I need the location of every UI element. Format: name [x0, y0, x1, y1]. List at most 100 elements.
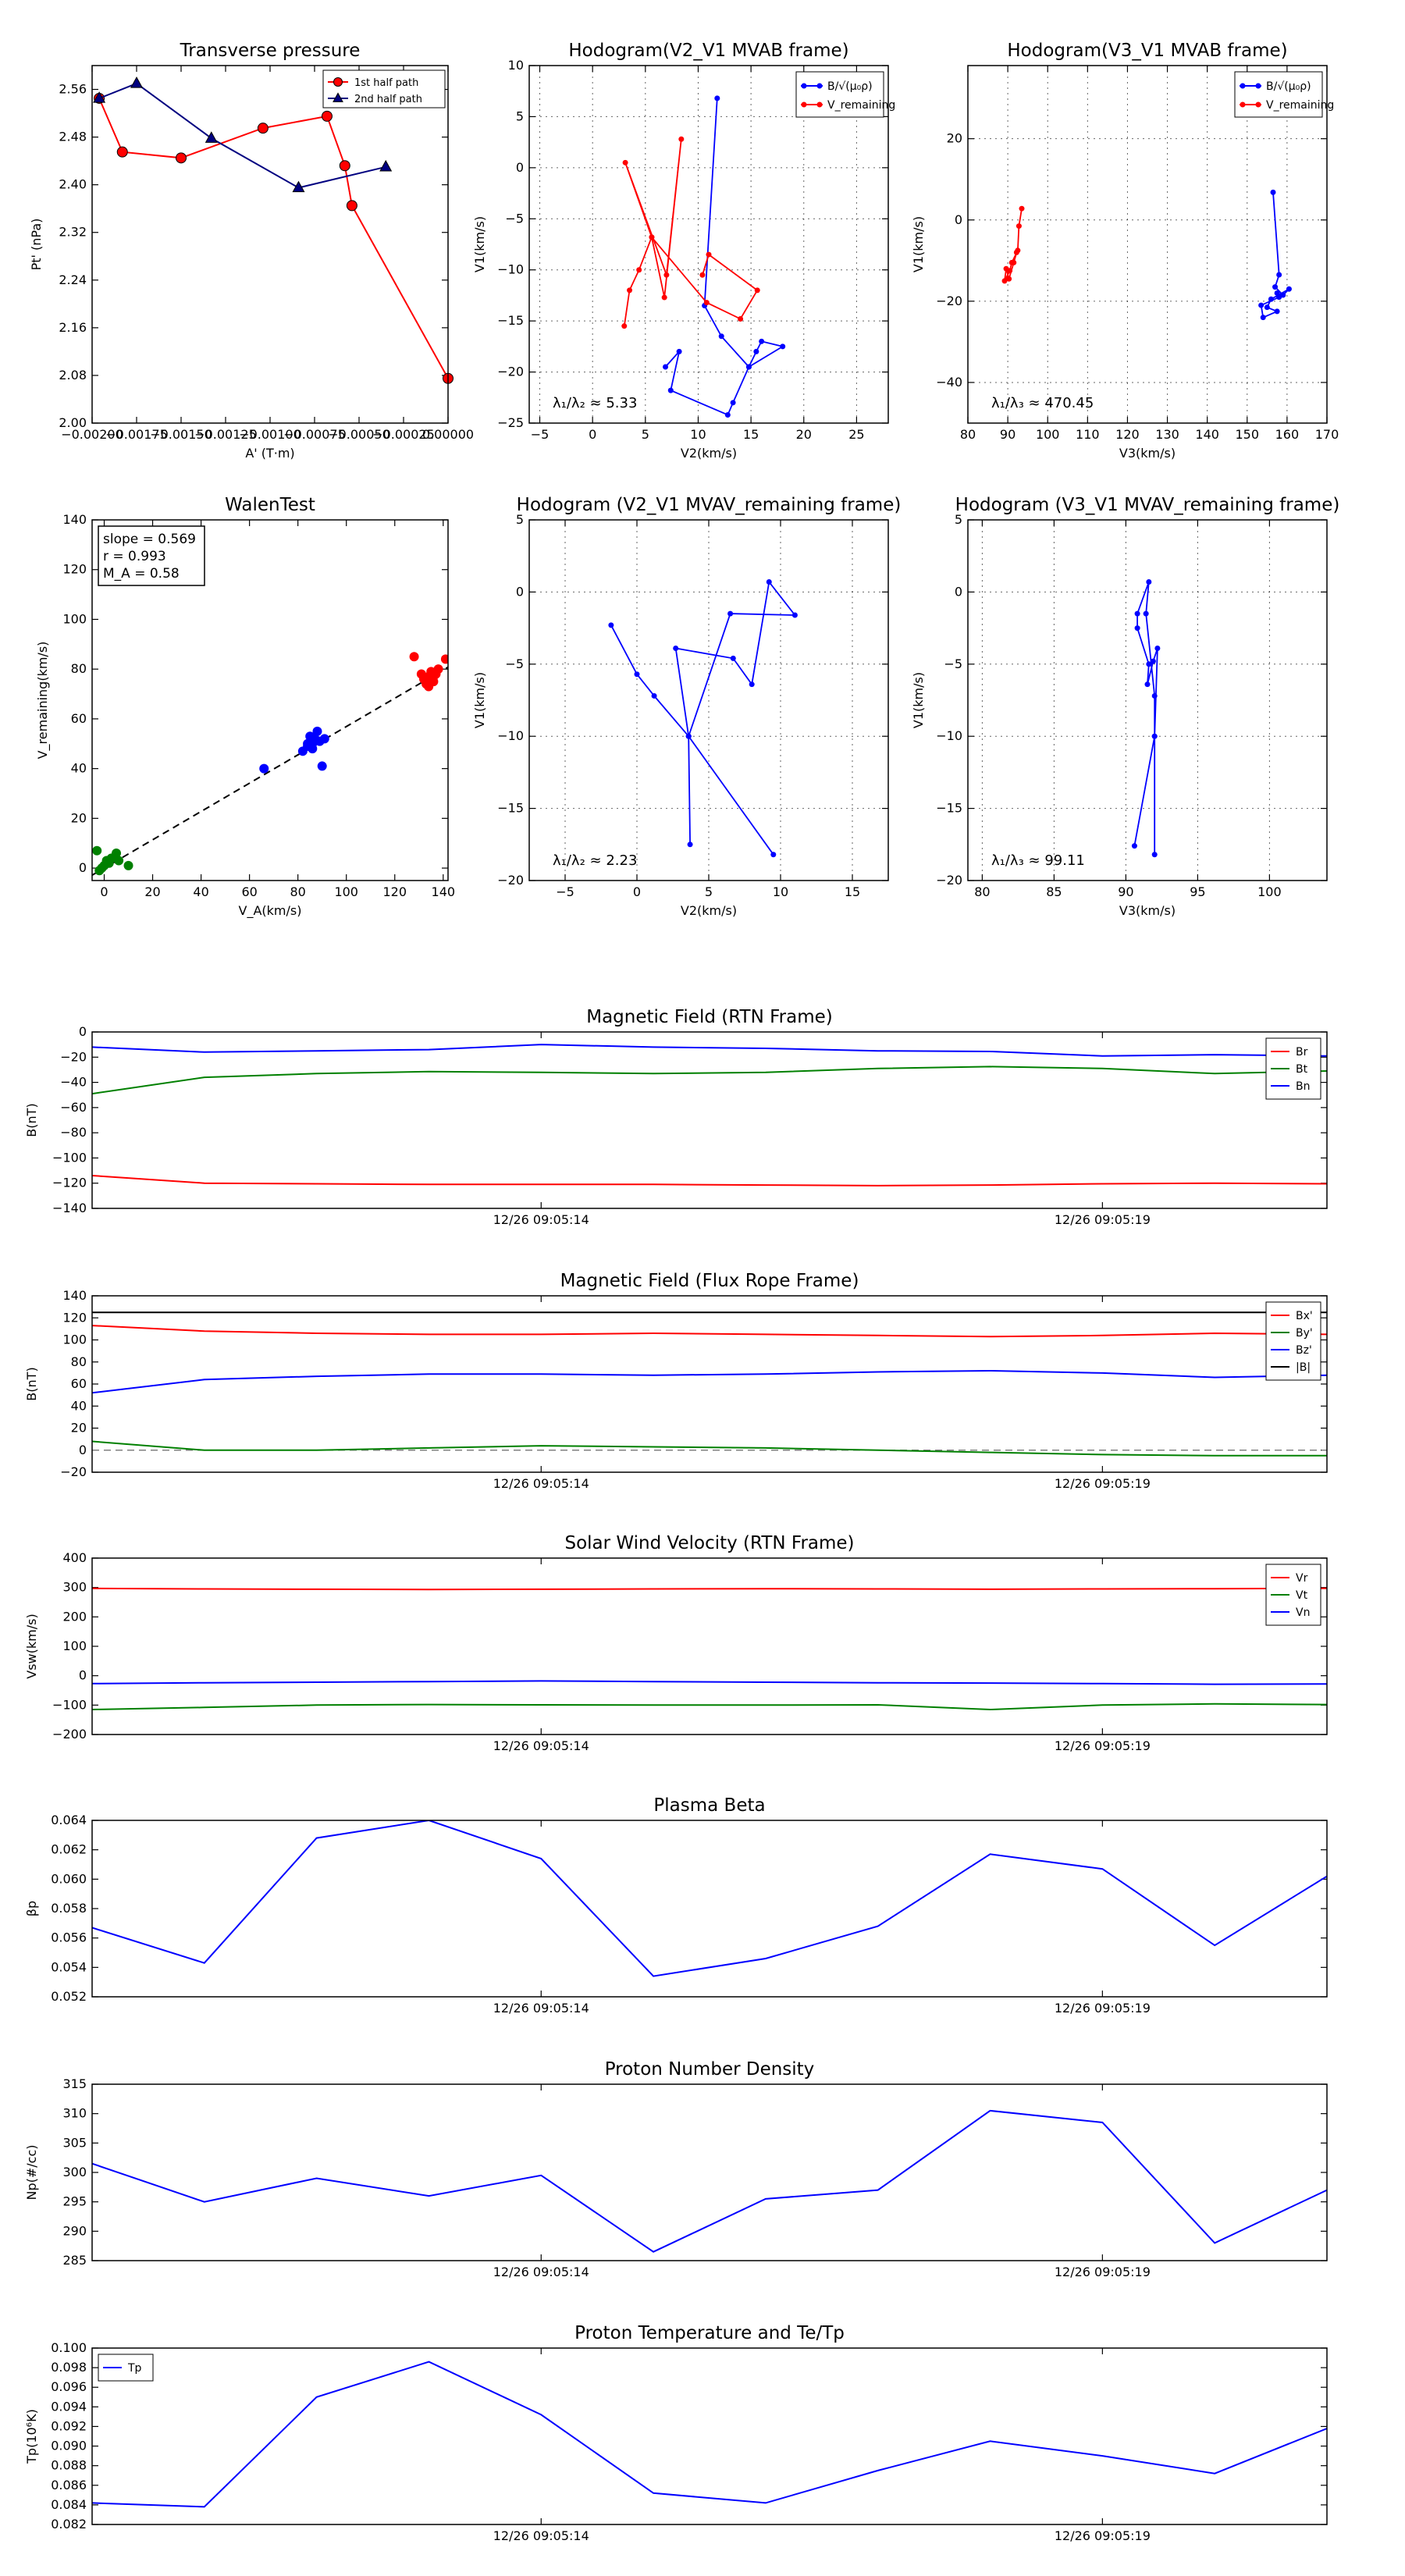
- y-tick-label: 2.24: [59, 272, 87, 287]
- x-tick-label: 12/26 09:05:14: [493, 2265, 589, 2279]
- chart-b_fr: Magnetic Field (Flux Rope Frame) 12/26 09…: [24, 1271, 1328, 1491]
- data-point: [661, 294, 667, 301]
- chart-title: Hodogram (V3_V1 MVAV_remaining frame): [955, 495, 1340, 515]
- y-tick-label: −20: [60, 1049, 87, 1064]
- axes-border: [91, 65, 449, 424]
- y-tick-label: 0: [79, 1443, 87, 1457]
- data-point: [634, 671, 640, 678]
- data-point: [93, 91, 106, 103]
- legend-marker: [816, 101, 823, 108]
- y-tick-label: 80: [71, 1354, 87, 1369]
- y-tick-label: −40: [60, 1075, 87, 1090]
- stats-line: M_A = 0.58: [103, 566, 180, 582]
- data-point: [1134, 610, 1140, 617]
- axes-border: [967, 519, 1328, 881]
- y-axis-label: V1(km/s): [911, 216, 926, 272]
- data-point: [1276, 272, 1282, 278]
- y-tick-label: 40: [71, 761, 87, 776]
- chart-vsw: Solar Wind Velocity (RTN Frame) 12/26 09:…: [24, 1533, 1328, 1753]
- y-tick-label: 310: [62, 2106, 87, 2121]
- axes-border: [91, 2083, 1328, 2261]
- data-point: [676, 348, 682, 354]
- y-tick-label: −100: [52, 1697, 87, 1712]
- data-point: [317, 761, 327, 771]
- x-tick-label: 20: [796, 427, 812, 442]
- x-tick-label: 12/26 09:05:19: [1055, 2265, 1151, 2279]
- y-tick-label: 0.062: [51, 1842, 87, 1857]
- y-tick-label: 0: [516, 160, 524, 175]
- y-tick-label: 2.56: [59, 82, 87, 97]
- x-tick-label: 80: [960, 427, 976, 442]
- x-tick-label: −5: [556, 884, 574, 899]
- x-tick-label: 40: [193, 884, 208, 899]
- y-tick-label: 0.094: [51, 2399, 87, 2414]
- series-line-Br: [92, 1175, 1327, 1187]
- stats-box: [98, 525, 205, 586]
- x-tick-label: 120: [382, 884, 407, 899]
- y-tick-label: 2.00: [59, 415, 87, 430]
- data-point: [754, 287, 760, 294]
- y-tick-label: −5: [505, 211, 524, 226]
- y-axis-label: Vsw(km/s): [24, 1614, 39, 1678]
- ratio-annotation: λ₁/λ₃ ≈ 99.11: [991, 852, 1085, 869]
- x-tick-label: 100: [334, 884, 358, 899]
- legend-label: B/√(μ₀ρ): [1266, 80, 1311, 93]
- y-tick-label: 20: [71, 1421, 87, 1436]
- axes-border: [528, 65, 889, 424]
- data-point: [321, 110, 333, 122]
- x-tick-label: 5: [705, 884, 713, 899]
- x-tick-label: 95: [1190, 884, 1205, 899]
- x-tick-label: 60: [241, 884, 257, 899]
- fit-line: [92, 666, 448, 876]
- x-tick-label: 12/26 09:05:14: [493, 1738, 589, 1753]
- y-tick-label: −15: [497, 801, 524, 816]
- data-point: [766, 578, 772, 585]
- data-point: [622, 159, 628, 165]
- legend-label: Br: [1296, 1046, 1308, 1059]
- legend: [1234, 71, 1323, 118]
- y-tick-label: 0.056: [51, 1930, 87, 1945]
- x-tick-label: 80: [290, 884, 305, 899]
- x-axis-label: V2(km/s): [681, 446, 737, 461]
- y-tick-label: 0.064: [51, 1813, 87, 1827]
- series-line-Bt: [92, 1066, 1327, 1095]
- series-line-Bx': [92, 1325, 1327, 1338]
- stats-line: r = 0.993: [103, 549, 166, 564]
- legend-label: Bn: [1296, 1080, 1310, 1093]
- y-tick-label: −20: [497, 873, 524, 888]
- y-axis-label: βp: [24, 1901, 39, 1916]
- x-tick-label: 150: [1236, 427, 1260, 442]
- data-point: [687, 841, 693, 848]
- data-point: [667, 387, 674, 393]
- x-tick-label: 110: [1076, 427, 1100, 442]
- y-tick-label: 0.082: [51, 2517, 87, 2532]
- y-tick-label: 100: [62, 1332, 87, 1347]
- ratio-annotation: λ₁/λ₃ ≈ 470.45: [991, 395, 1094, 411]
- x-tick-label: 10: [690, 427, 706, 442]
- axes-border: [528, 519, 889, 881]
- data-point: [730, 400, 736, 406]
- legend-label: 2nd half path: [354, 94, 422, 105]
- legend-label: Vt: [1296, 1589, 1308, 1602]
- data-point: [759, 338, 765, 344]
- series-line-Bz': [92, 1369, 1327, 1394]
- x-tick-label: 90: [1118, 884, 1133, 899]
- legend-marker: [1255, 101, 1261, 108]
- data-point: [312, 726, 322, 736]
- y-tick-label: 0.054: [51, 1959, 87, 1974]
- x-axis-label: V2(km/s): [681, 903, 737, 918]
- y-tick-label: 10: [508, 58, 524, 73]
- y-tick-label: 200: [62, 1609, 87, 1624]
- y-tick-label: 0.086: [51, 2478, 87, 2492]
- chart-hodogram-v3v1-mvav: Hodogram (V3_V1 MVAV_remaining frame) 80 8…: [911, 495, 1339, 918]
- y-axis-label: B(nT): [24, 1103, 39, 1137]
- x-tick-label: −0.00100: [239, 427, 301, 442]
- data-point: [1146, 661, 1152, 667]
- x-axis-label: V3(km/s): [1119, 446, 1176, 461]
- chart-title: Proton Number Density: [605, 2059, 815, 2080]
- legend-marker: [801, 101, 807, 108]
- chart-title: Magnetic Field (Flux Rope Frame): [560, 1271, 859, 1291]
- x-axis-label: V_A(km/s): [239, 903, 302, 919]
- y-tick-label: −20: [497, 365, 524, 379]
- y-tick-label: 120: [62, 562, 87, 577]
